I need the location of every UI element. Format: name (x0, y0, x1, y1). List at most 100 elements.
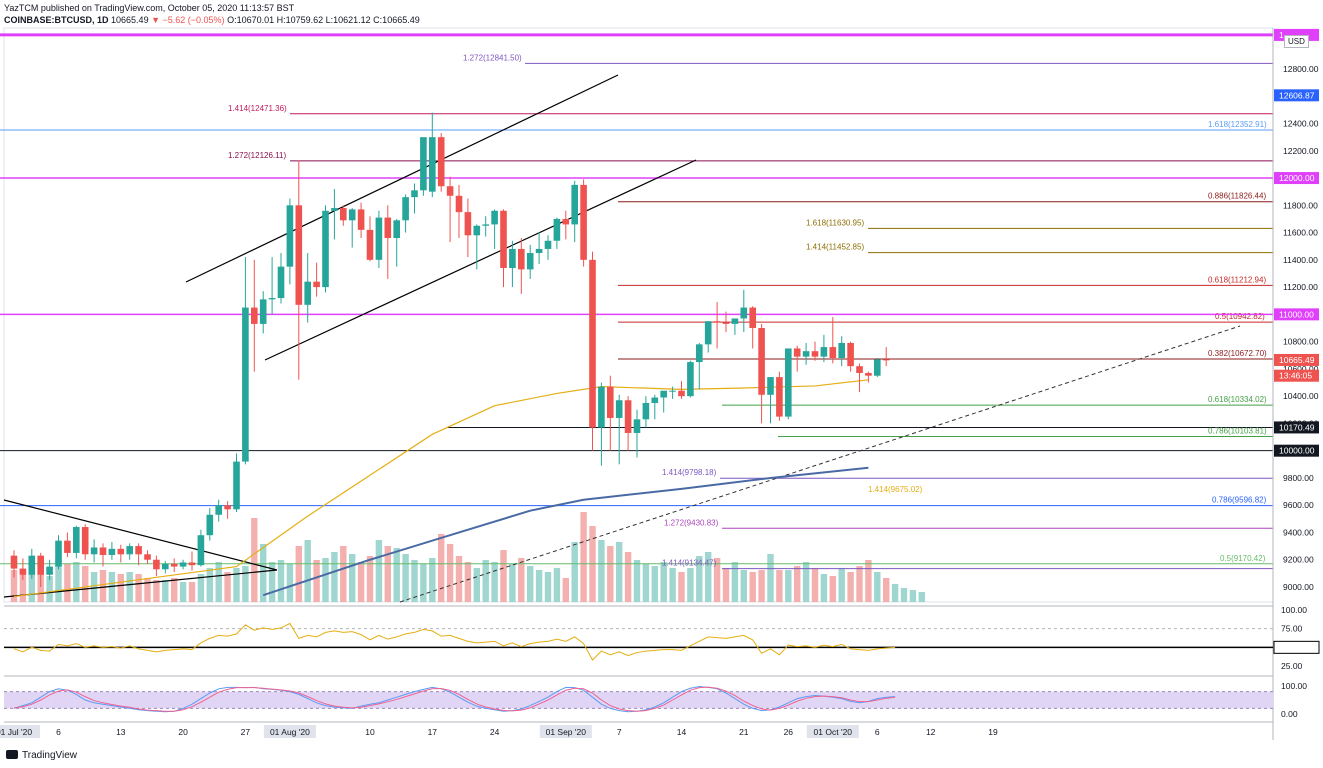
candle-body (375, 217, 383, 260)
volume-bar (473, 568, 480, 602)
volume-bar (251, 518, 258, 602)
channel-upper-line (185, 74, 619, 283)
candle-body (286, 205, 294, 267)
volume-bar (749, 572, 756, 602)
candle-body (162, 563, 169, 570)
volume-bar (651, 566, 658, 602)
fib-level-label: 1.414(9798.18) (662, 468, 717, 477)
fib-level-label: 1.272(12841.50) (463, 53, 522, 62)
candle-body (464, 212, 472, 236)
volume-bar (909, 590, 917, 602)
price-tick-label: 12200.00 (1283, 146, 1319, 156)
price-tick-label: 11800.00 (1283, 200, 1318, 210)
volume-bar (705, 552, 712, 602)
candle-body (491, 210, 498, 225)
candle-body (81, 527, 89, 555)
triangle-upper-line (3, 499, 278, 571)
time-tick-highlight (0, 725, 40, 738)
symbol-info: COINBASE:BTCUSD, 1D 10665.49 ▼ −5.62 (−0… (4, 15, 420, 25)
price-tag-label: 12606.87 (1279, 90, 1315, 100)
price-tag (1274, 172, 1319, 185)
stoch-tick-label: 100.00 (1281, 681, 1307, 691)
candle-body (446, 186, 454, 196)
volume-bar (179, 582, 187, 602)
candle-body (696, 344, 703, 363)
fib-level-label: 0.786(10103.81) (1208, 427, 1267, 436)
candle-body (874, 359, 881, 376)
stoch-k-line (13, 686, 896, 713)
price-tick-label: 9600.00 (1283, 500, 1314, 510)
candle-body (500, 210, 507, 269)
volume-bar (171, 578, 178, 602)
volume-bar (233, 568, 240, 602)
price-tag (1274, 308, 1319, 321)
price-tag (1274, 421, 1319, 434)
volume-bar (295, 546, 302, 602)
candle-body (46, 566, 53, 575)
volume-bar (126, 572, 133, 602)
volume-bar (384, 546, 391, 602)
candle-body (73, 527, 80, 553)
volume-bar (633, 560, 641, 602)
time-tick-label: 01 Oct '20 (814, 727, 853, 737)
price-tick-label: 10400.00 (1283, 391, 1319, 401)
price-tick-label: 11600.00 (1283, 228, 1318, 238)
candle-body (856, 366, 863, 373)
currency-label[interactable]: USD (1284, 35, 1309, 48)
candle-body (651, 397, 659, 403)
volume-bar (411, 560, 418, 602)
price-tick-label: 11200.00 (1283, 282, 1318, 292)
volume-bar (616, 542, 623, 602)
volume-bar (847, 572, 854, 602)
price-tag-label: 13:46:05 (1279, 371, 1312, 381)
candle-body (633, 419, 641, 433)
triangle-lower-line (3, 569, 278, 598)
candle-body (669, 390, 676, 392)
candle-body (215, 505, 222, 515)
candle-body (660, 390, 667, 398)
candle-body (544, 240, 552, 249)
volume-bar (366, 556, 374, 602)
volume-bar (865, 560, 872, 602)
price-tag (1274, 444, 1319, 457)
time-tick-label: 01 Jul '20 (0, 727, 32, 737)
volume-bar (260, 544, 267, 602)
volume-bar (313, 560, 320, 602)
volume-bar (357, 562, 365, 602)
candle-body (793, 348, 801, 357)
time-tick-label: 6 (875, 727, 880, 737)
candle-body (37, 555, 44, 575)
volume-bar (535, 570, 543, 602)
rsi-tick-label: 100.00 (1281, 605, 1307, 615)
candle-body (820, 347, 828, 357)
price-tick-label: 9400.00 (1283, 527, 1314, 537)
tv-logo-icon (6, 750, 18, 759)
candle-body (589, 259, 596, 428)
dashed-trendline (399, 325, 1241, 603)
candle-body (642, 402, 650, 420)
candle-body (357, 209, 365, 230)
candle-body (687, 362, 694, 397)
volume-bar (99, 570, 107, 602)
volume-bar (891, 584, 899, 602)
time-tick-label: 26 (784, 727, 794, 737)
volume-bar (856, 566, 863, 602)
volume-bar (607, 546, 614, 602)
volume-bar (277, 560, 285, 602)
volume-bar (420, 564, 427, 602)
candle-body (678, 390, 685, 397)
candle-body (55, 540, 62, 567)
volume-bar (776, 570, 783, 602)
candle-body (233, 461, 240, 510)
time-tick-label: 10 (365, 727, 375, 737)
candle-body (313, 281, 320, 288)
candle-body (455, 195, 463, 213)
candle-body (126, 546, 133, 555)
stoch-tick-label: 0.00 (1281, 709, 1298, 719)
fib-level-label: 1.414(9675.02) (868, 485, 923, 494)
candle-body (776, 377, 783, 417)
volume-bar (224, 572, 231, 602)
volume-bar (562, 578, 569, 602)
volume-bar (678, 572, 685, 602)
